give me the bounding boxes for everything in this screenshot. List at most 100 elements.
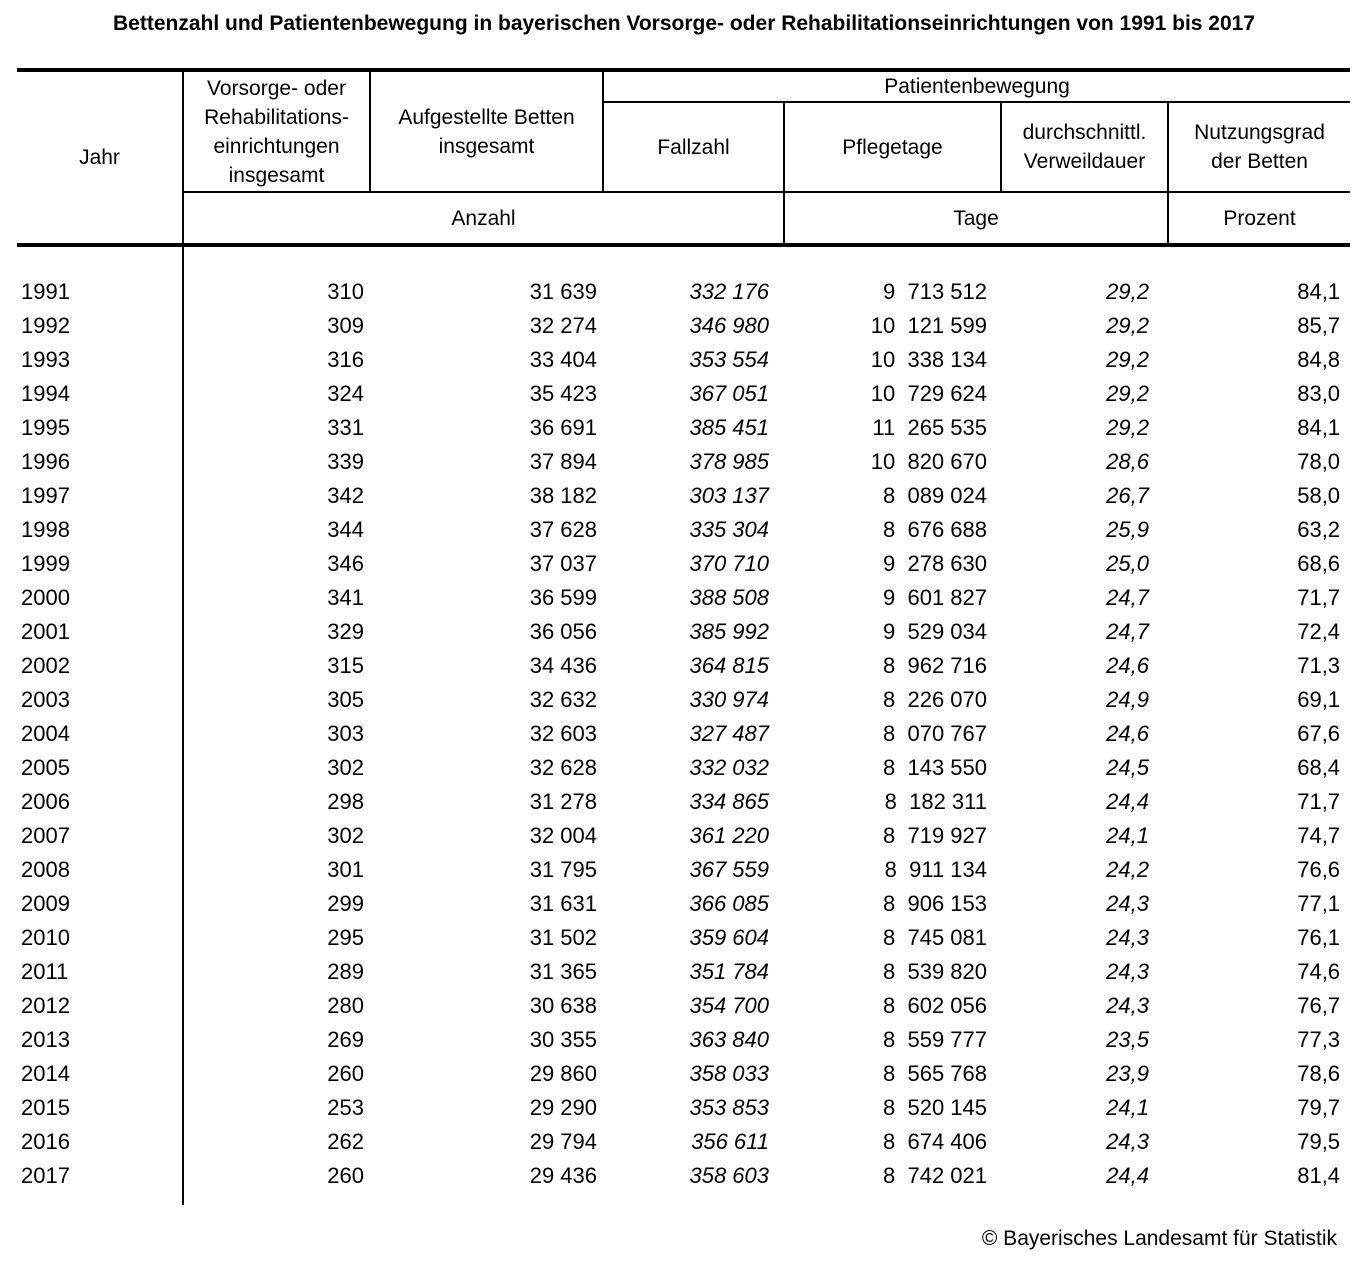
betten-cell: 37 894 [529, 449, 597, 474]
betten-cell: 36 691 [529, 415, 597, 440]
verweildauer-cell: 24,3 [1106, 959, 1149, 984]
fallzahl-cell: 358 033 [689, 1061, 769, 1086]
pflegetage-cell: 10 338 134 [870, 347, 987, 372]
nutzungsgrad-cell: 79,7 [1297, 1095, 1341, 1120]
table-row: 2013 269 30 355 363 840 8 559 777 23,5 7… [17, 1023, 1350, 1057]
betten-cell: 32 632 [529, 687, 597, 712]
pflegetage-cell: 8 745 081 [883, 925, 987, 950]
betten-cell: 31 639 [529, 279, 597, 304]
betten-cell: 29 290 [529, 1095, 597, 1120]
einrichtungen-cell: 341 [327, 585, 364, 610]
year-cell: 2002 [17, 649, 184, 683]
betten-cell: 36 056 [529, 619, 597, 644]
table-row: 1992 309 32 274 346 980 10 121 599 29,2 … [17, 309, 1350, 343]
table-row: 2017 260 29 436 358 603 8 742 021 24,4 8… [17, 1159, 1350, 1205]
verweildauer-cell: 24,5 [1106, 755, 1149, 780]
fallzahl-cell: 330 974 [689, 687, 769, 712]
pflegetage-cell: 8 089 024 [883, 483, 987, 508]
einrichtungen-cell: 324 [327, 381, 364, 406]
year-cell: 2011 [17, 955, 184, 989]
nutzungsgrad-cell: 63,2 [1297, 517, 1341, 542]
table-row: 1998 344 37 628 335 304 8 676 688 25,9 6… [17, 513, 1350, 547]
year-cell: 1992 [17, 309, 184, 343]
year-cell: 2012 [17, 989, 184, 1023]
table-row: 1995 331 36 691 385 451 11 265 535 29,2 … [17, 411, 1350, 445]
fallzahl-cell: 354 700 [689, 993, 769, 1018]
verweildauer-cell: 23,9 [1106, 1061, 1149, 1086]
table-row: 2016 262 29 794 356 611 8 674 406 24,3 7… [17, 1125, 1350, 1159]
nutzungsgrad-cell: 69,1 [1297, 687, 1341, 712]
pflegetage-cell: 9 278 630 [883, 551, 987, 576]
table-row: 2004 303 32 603 327 487 8 070 767 24,6 6… [17, 717, 1350, 751]
verweildauer-cell: 28,6 [1106, 449, 1149, 474]
table-row: 2014 260 29 860 358 033 8 565 768 23,9 7… [17, 1057, 1350, 1091]
verweildauer-cell: 24,3 [1106, 993, 1149, 1018]
pflegetage-cell: 8 520 145 [883, 1095, 987, 1120]
header-unit-prozent: Prozent [1168, 192, 1351, 247]
pflegetage-cell: 8 539 820 [883, 959, 987, 984]
nutzungsgrad-cell: 76,7 [1297, 993, 1341, 1018]
table-row: 2006 298 31 278 334 865 8 182 311 24,4 7… [17, 785, 1350, 819]
fallzahl-cell: 356 611 [691, 1129, 769, 1154]
nutzungsgrad-cell: 76,6 [1297, 857, 1341, 882]
verweildauer-cell: 29,2 [1106, 347, 1149, 372]
nutzungsgrad-cell: 83,0 [1297, 381, 1341, 406]
einrichtungen-cell: 280 [327, 993, 364, 1018]
nutzungsgrad-cell: 84,1 [1297, 279, 1341, 304]
verweildauer-cell: 24,3 [1106, 925, 1149, 950]
nutzungsgrad-cell: 58,0 [1297, 483, 1341, 508]
table-row: 2005 302 32 628 332 032 8 143 550 24,5 6… [17, 751, 1350, 785]
year-cell: 2010 [17, 921, 184, 955]
year-cell: 1996 [17, 445, 184, 479]
betten-cell: 29 436 [529, 1163, 597, 1188]
pflegetage-cell: 10 729 624 [870, 381, 987, 406]
table-row: 2015 253 29 290 353 853 8 520 145 24,1 7… [17, 1091, 1350, 1125]
einrichtungen-cell: 262 [327, 1129, 364, 1154]
year-cell: 1997 [17, 479, 184, 513]
pflegetage-cell: 8 906 153 [883, 891, 987, 916]
header-unit-tage: Tage [784, 192, 1169, 247]
pflegetage-cell: 9 601 827 [883, 585, 987, 610]
verweildauer-cell: 25,9 [1106, 517, 1149, 542]
page-title: Bettenzahl und Patientenbewegung in baye… [112, 12, 1256, 35]
einrichtungen-cell: 295 [327, 925, 364, 950]
table-row: 1994 324 35 423 367 051 10 729 624 29,2 … [17, 377, 1350, 411]
table-row: 2012 280 30 638 354 700 8 602 056 24,3 7… [17, 989, 1350, 1023]
fallzahl-cell: 335 304 [689, 517, 769, 542]
verweildauer-cell: 29,2 [1106, 313, 1149, 338]
header-fallzahl: Fallzahl [603, 102, 785, 193]
fallzahl-cell: 327 487 [689, 721, 769, 746]
table-header: Jahr Vorsorge- oder Rehabilitations- ein… [17, 70, 1351, 247]
fallzahl-cell: 378 985 [689, 449, 769, 474]
einrichtungen-cell: 260 [327, 1061, 364, 1086]
einrichtungen-cell: 289 [327, 959, 364, 984]
betten-cell: 30 355 [529, 1027, 597, 1052]
fallzahl-cell: 351 784 [689, 959, 769, 984]
fallzahl-cell: 359 604 [689, 925, 769, 950]
nutzungsgrad-cell: 84,1 [1297, 415, 1341, 440]
table-row: 1999 346 37 037 370 710 9 278 630 25,0 6… [17, 547, 1350, 581]
fallzahl-cell: 370 710 [689, 551, 769, 576]
header-einrichtungen: Vorsorge- oder Rehabilitations- einricht… [183, 70, 371, 193]
betten-cell: 31 278 [529, 789, 597, 814]
nutzungsgrad-cell: 78,0 [1297, 449, 1341, 474]
betten-cell: 31 795 [529, 857, 597, 882]
nutzungsgrad-cell: 85,7 [1297, 313, 1341, 338]
einrichtungen-cell: 331 [327, 415, 364, 440]
year-cell: 2005 [17, 751, 184, 785]
header-patientenbewegung: Patientenbewegung [603, 70, 1351, 103]
einrichtungen-cell: 339 [327, 449, 364, 474]
fallzahl-cell: 346 980 [689, 313, 769, 338]
pflegetage-cell: 9 713 512 [883, 279, 987, 304]
year-cell: 2009 [17, 887, 184, 921]
pflegetage-cell: 10 121 599 [870, 313, 987, 338]
verweildauer-cell: 24,6 [1106, 721, 1149, 746]
einrichtungen-cell: 315 [327, 653, 364, 678]
einrichtungen-cell: 299 [327, 891, 364, 916]
header-betten: Aufgestellte Betten insgesamt [370, 70, 604, 193]
nutzungsgrad-cell: 71,7 [1297, 585, 1341, 610]
betten-cell: 35 423 [529, 381, 597, 406]
betten-cell: 32 628 [529, 755, 597, 780]
pflegetage-cell: 8 742 021 [883, 1163, 987, 1188]
header-nutzungsgrad: Nutzungsgrad der Betten [1168, 102, 1351, 193]
